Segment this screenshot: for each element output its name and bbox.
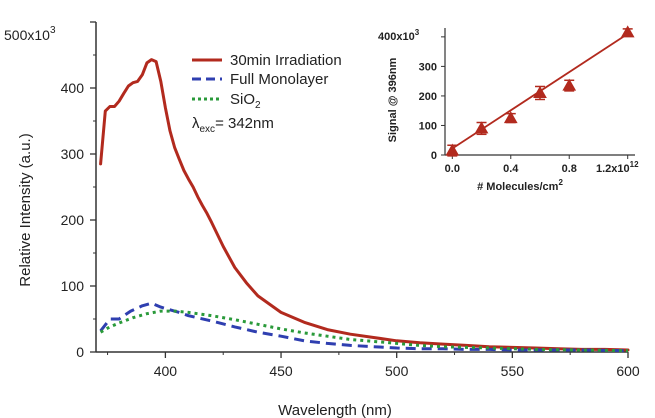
main-ticks: 400 450 500 550 600 0 100 200 300 400: [61, 21, 640, 379]
inset-data-point: [620, 25, 635, 38]
inset-x-tick-label: 0.8: [562, 163, 577, 175]
excitation-annotation: λexc= 342nm: [192, 115, 274, 135]
legend-label-monolayer: Full Monolayer: [230, 71, 328, 88]
inset-data-point: [503, 111, 518, 124]
inset-y-tick-label: 200: [419, 91, 437, 103]
main-x-tick-label: 600: [616, 363, 640, 379]
legend-label-sio2: SiO2: [230, 91, 261, 111]
main-series: [99, 58, 630, 353]
main-chart: 400 450 500 550 600 0 100 200 300 400 500x103 Wav…: [4, 21, 640, 418]
legend-label-irradiation: 30min Irradiation: [230, 52, 342, 69]
main-x-tick-label: 400: [154, 363, 178, 379]
inset-x-tick-label: 0.0: [445, 163, 460, 175]
inset-y-axis-label: Signal @ 396nm: [387, 57, 399, 142]
series-30min-irradiation: [99, 58, 630, 352]
main-y-tick-label: 400: [61, 80, 85, 96]
inset-data-point: [533, 85, 547, 98]
inset-y-top-tick-label: 400x103: [378, 28, 420, 43]
inset-data-point: [445, 143, 460, 156]
legend: 30min Irradiation Full Monolayer SiO2: [192, 52, 342, 111]
main-y-axis-label: Relative Intensity (a.u.): [17, 133, 34, 286]
inset-y-tick-label: 0: [431, 150, 437, 162]
series-full-monolayer: [99, 301, 629, 353]
main-x-tick-label: 450: [269, 363, 293, 379]
inset-ticks: 0.0 0.4 0.8 0 100 200 300: [419, 36, 629, 175]
main-x-tick-label: 550: [501, 363, 525, 379]
series-sio2: [99, 309, 629, 353]
main-y-top-tick-label: 500x103: [4, 25, 56, 43]
inset-y-tick-label: 300: [419, 61, 437, 73]
inset-y-tick-label: 100: [419, 120, 437, 132]
main-x-axis-label: Wavelength (nm): [278, 402, 392, 418]
main-y-tick-label: 300: [61, 146, 85, 162]
inset-marks: [445, 25, 635, 157]
inset-data-point: [562, 78, 577, 91]
main-y-tick-label: 0: [76, 344, 84, 360]
inset-data-point: [474, 121, 489, 134]
inset-x-last-tick-label: 1.2x1012: [596, 160, 639, 175]
main-x-tick-label: 500: [385, 363, 409, 379]
main-y-tick-label: 200: [61, 212, 85, 228]
inset-x-axis-label: # Molecules/cm2: [477, 178, 563, 193]
main-y-tick-label: 100: [61, 278, 85, 294]
inset-x-tick-label: 0.4: [503, 163, 519, 175]
inset-chart: 0.0 0.4 0.8 0 100 200 300 400x103 1.2x1012 # M…: [378, 25, 639, 193]
